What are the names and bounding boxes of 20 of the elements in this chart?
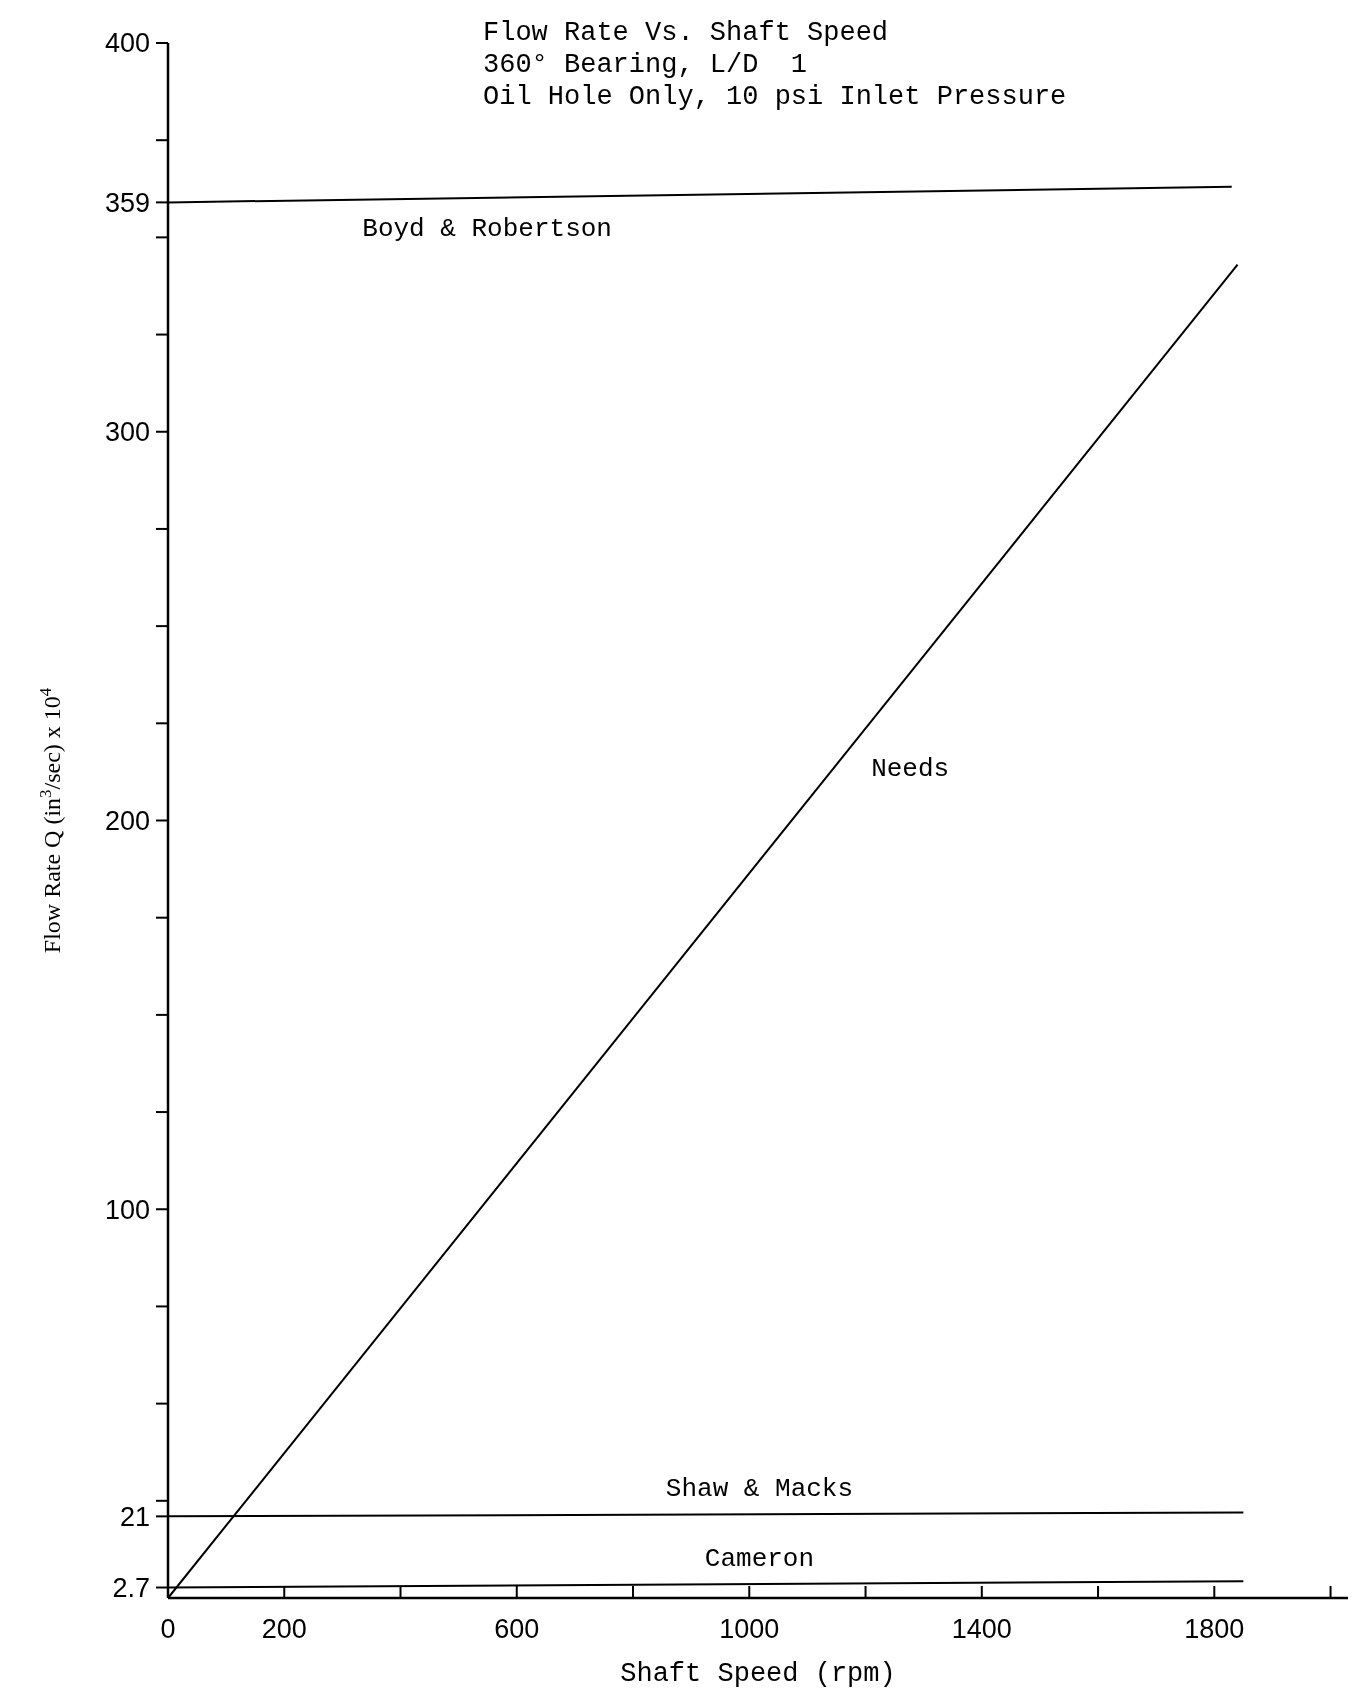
x-tick-label: 1800 (1184, 1614, 1245, 1644)
x-tick-label: 1400 (951, 1614, 1012, 1644)
x-tick-label: 1000 (719, 1614, 780, 1644)
x-axis-title: Shaft Speed (rpm) (620, 1659, 896, 1689)
x-tick-label: 0 (160, 1614, 176, 1644)
series-label: Needs (871, 754, 950, 785)
series-label: Boyd & Robertson (362, 213, 612, 244)
y-tick-label: 359 (104, 187, 150, 218)
text: 360° Bearing, L/D 1 Oil Hole Only, 10 psi Inlet Pressure (483, 50, 1067, 112)
series-label: Cameron (704, 1544, 815, 1575)
y-tick-label: 200 (104, 805, 150, 836)
chart-title: Flow Rate Vs. Shaft Speed (483, 18, 889, 48)
series-label: Shaw & Macks (665, 1474, 854, 1505)
x-tick-label: 600 (494, 1614, 540, 1644)
y-tick-label: 100 (104, 1194, 150, 1225)
y-tick-label: 300 (104, 417, 150, 448)
y-tick-label: 21 (119, 1501, 150, 1532)
x-tick-label: 200 (261, 1614, 307, 1644)
y-tick-label: 2.7 (112, 1572, 150, 1603)
y-tick-label: 400 (104, 28, 150, 59)
